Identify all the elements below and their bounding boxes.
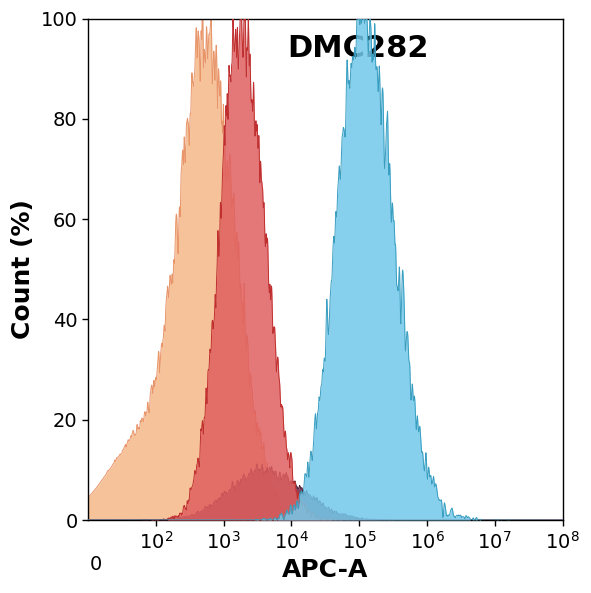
Y-axis label: Count (%): Count (%) — [11, 199, 35, 339]
Text: 0: 0 — [90, 555, 102, 574]
Text: DMC282: DMC282 — [288, 34, 429, 63]
X-axis label: APC-A: APC-A — [282, 558, 368, 582]
